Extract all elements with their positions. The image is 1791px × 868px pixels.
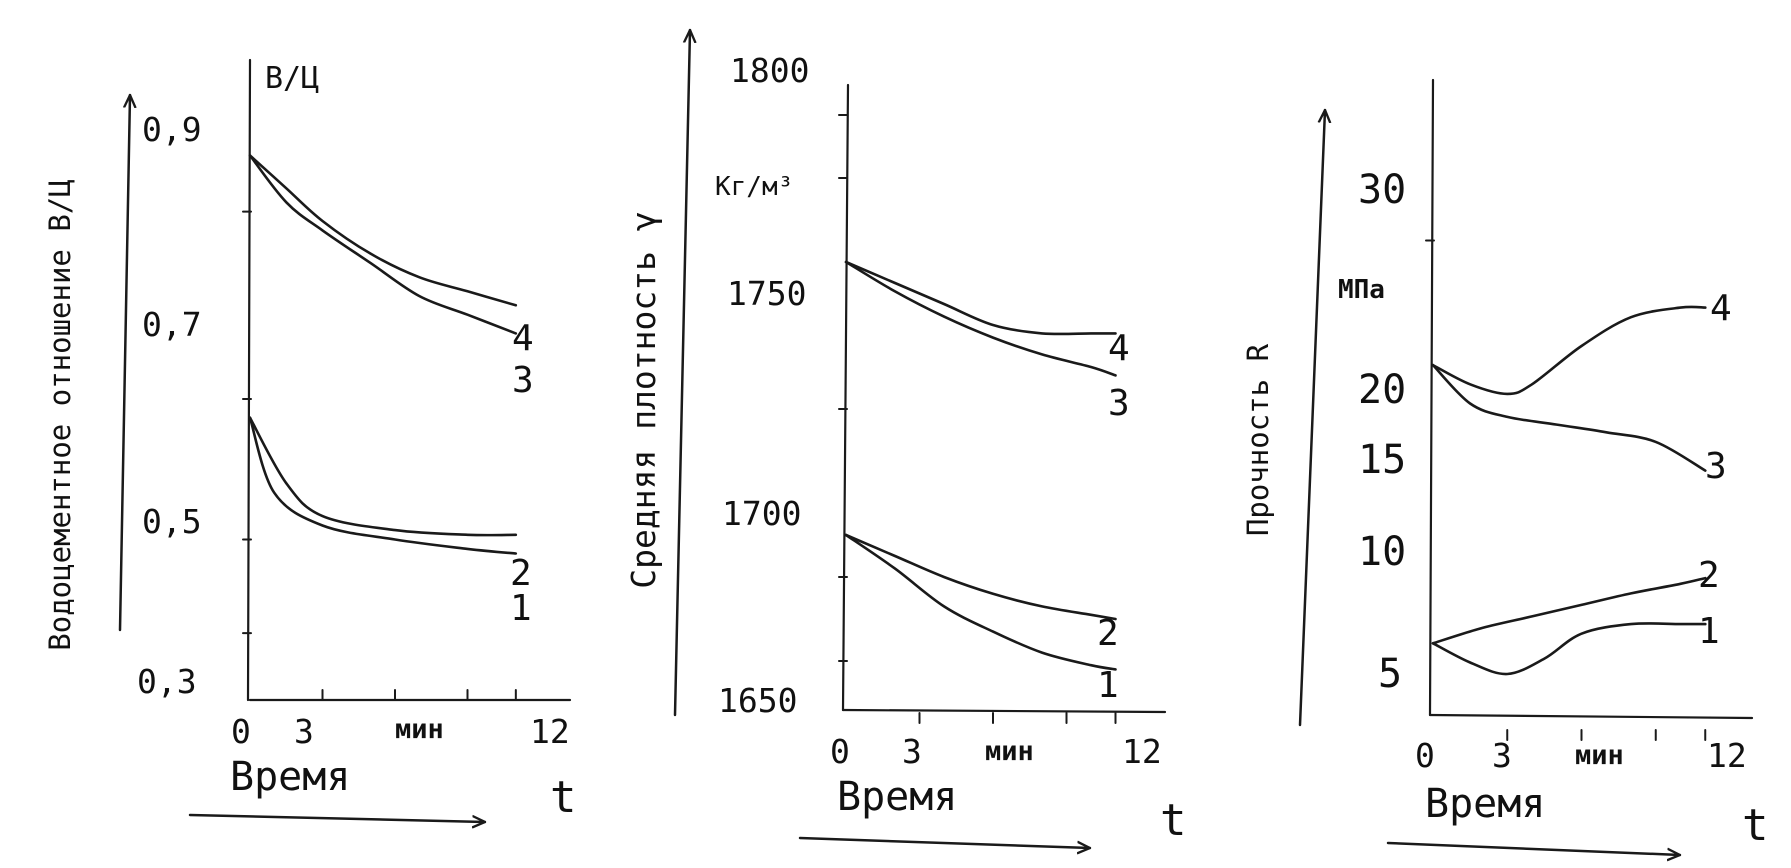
unit-label: Кг/м³ xyxy=(715,172,793,202)
series-label-1: 1 xyxy=(1097,665,1119,706)
ticks xyxy=(1425,239,1707,741)
x-tick-label: 3 xyxy=(902,732,922,771)
panel-strength: Прочность R МПа 30 20 15 10 5 0 3 мин 12… xyxy=(1241,78,1769,855)
y-tick-labels: 0,9 0,7 0,5 0,3 xyxy=(137,110,202,701)
y-tick-label: 1700 xyxy=(722,494,801,533)
y-tick-label: 0,3 xyxy=(137,662,197,701)
y-tick-label: 5 xyxy=(1378,651,1402,697)
series-line-4 xyxy=(1431,305,1707,396)
x-tick-label: 12 xyxy=(1122,732,1162,771)
y-tick-label: 1750 xyxy=(727,274,806,313)
y-tick-label: 0,5 xyxy=(142,502,202,541)
y-axis xyxy=(841,83,850,712)
x-tick-label: 3 xyxy=(1492,736,1512,775)
curves: 12 34 xyxy=(248,154,534,629)
series-label-1: 1 xyxy=(510,588,532,629)
x-axis-title: Время xyxy=(230,754,350,800)
series-line-4 xyxy=(248,154,518,307)
series-label-2: 2 xyxy=(510,553,532,594)
y-axis xyxy=(1428,78,1435,717)
x-tick-label: 0 xyxy=(1415,736,1435,775)
time-arrow xyxy=(798,836,1090,848)
series-line-1 xyxy=(1431,622,1707,676)
y-tick-labels: 1800 1750 1700 1650 xyxy=(718,51,809,720)
series-line-1 xyxy=(844,533,1117,671)
series-label-2: 2 xyxy=(1698,555,1720,596)
series-label-3: 3 xyxy=(512,360,534,401)
x-unit: мин xyxy=(1575,740,1624,771)
x-axis xyxy=(1428,713,1754,720)
y-tick-labels: 30 20 15 10 5 xyxy=(1358,167,1406,697)
series-line-3 xyxy=(1431,363,1707,472)
unit-label: В/Ц xyxy=(265,61,319,96)
series-label-3: 3 xyxy=(1705,446,1727,487)
series-label-2: 2 xyxy=(1097,613,1119,654)
x-variable: t xyxy=(1742,800,1769,851)
series-line-4 xyxy=(844,260,1117,336)
series-line-3 xyxy=(248,154,518,335)
series-label-3: 3 xyxy=(1108,383,1130,424)
x-unit: мин xyxy=(985,736,1034,767)
big-y-arrow xyxy=(118,95,130,632)
big-y-arrow xyxy=(1298,110,1325,727)
x-unit: мин xyxy=(395,714,444,745)
series-line-2 xyxy=(1431,576,1707,645)
big-y-arrow xyxy=(673,30,690,717)
ticks xyxy=(838,114,1117,724)
y-tick-label: 0,7 xyxy=(142,305,202,344)
x-axis-title: Время xyxy=(1425,781,1545,827)
series-label-4: 4 xyxy=(512,318,534,359)
x-axis-title: Время xyxy=(837,774,957,820)
ticks xyxy=(242,210,517,701)
x-tick-labels: 0 3 мин 12 xyxy=(830,732,1162,771)
x-tick-label: 0 xyxy=(830,732,850,771)
series-line-1 xyxy=(248,416,518,555)
series-line-2 xyxy=(844,533,1117,621)
panel-density: Средняя плотность γ Кг/м³ 1800 1750 1700… xyxy=(624,30,1187,848)
x-tick-label: 12 xyxy=(530,712,570,751)
y-tick-label: 1800 xyxy=(730,51,809,90)
y-axis-title: Средняя плотность γ xyxy=(624,211,663,589)
x-axis xyxy=(841,708,1167,714)
series-line-2 xyxy=(248,416,518,537)
x-variable: t xyxy=(1160,795,1187,846)
y-tick-label: 15 xyxy=(1358,437,1406,483)
curves: 1 2 3 4 xyxy=(1431,288,1732,676)
series-label-1: 1 xyxy=(1698,611,1720,652)
y-tick-label: 30 xyxy=(1358,167,1406,213)
y-axis-title: Прочность R xyxy=(1241,343,1275,536)
unit-label: МПа xyxy=(1338,275,1385,305)
time-arrow xyxy=(188,813,485,822)
x-tick-label: 12 xyxy=(1707,736,1747,775)
curves: 1 2 3 4 xyxy=(844,260,1130,706)
y-tick-label: 10 xyxy=(1358,529,1406,575)
y-tick-label: 1650 xyxy=(718,681,797,720)
x-tick-labels: 0 3 мин 12 xyxy=(231,712,570,751)
x-variable: t xyxy=(550,772,577,823)
x-tick-labels: 0 3 мин 12 xyxy=(1415,736,1747,775)
x-tick-label: 0 xyxy=(231,712,251,751)
series-line-3 xyxy=(844,260,1117,377)
panel-water-cement: Водоцементное отношение В/Ц В/Ц 0,9 0,7 … xyxy=(43,58,577,823)
y-tick-label: 20 xyxy=(1358,367,1406,413)
y-axis-title: Водоцементное отношение В/Ц xyxy=(43,179,77,650)
series-label-4: 4 xyxy=(1108,328,1130,369)
time-arrow xyxy=(1386,841,1680,855)
y-tick-label: 0,9 xyxy=(142,110,202,149)
x-tick-label: 3 xyxy=(294,712,314,751)
series-label-4: 4 xyxy=(1710,288,1732,329)
y-axis xyxy=(246,58,252,702)
